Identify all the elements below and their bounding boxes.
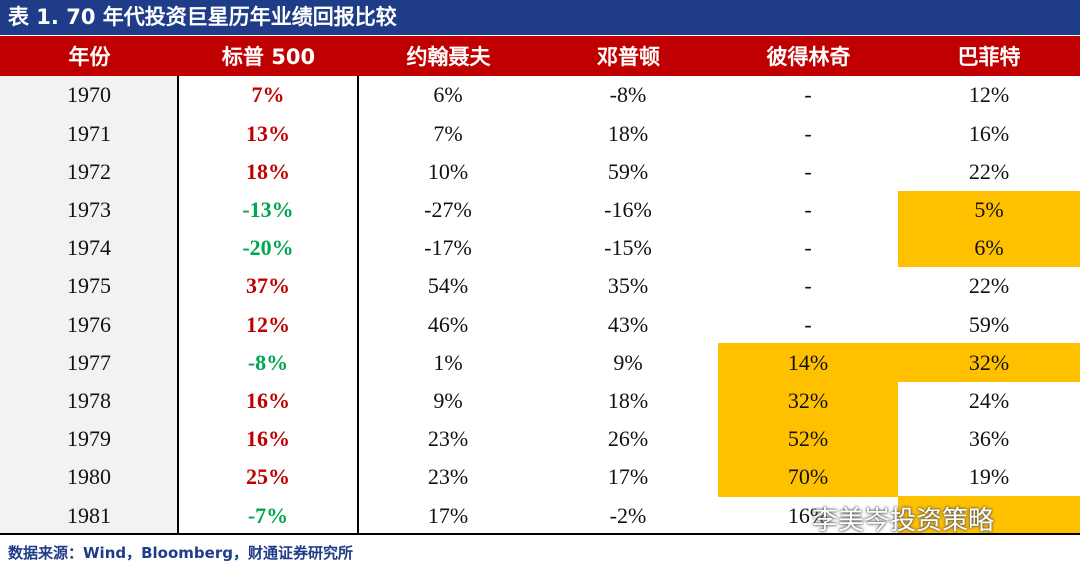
- header-cell: 标普 500: [178, 36, 359, 76]
- header-cell: 年份: [0, 36, 179, 76]
- year-cell: 1972: [0, 152, 178, 192]
- data-cell: -8%: [609, 82, 647, 108]
- data-cell: 9%: [613, 349, 643, 375]
- data-cell: 13%: [246, 120, 290, 146]
- data-cell: -13%: [242, 196, 294, 222]
- data-cell: 18%: [607, 120, 649, 146]
- data-cell: 59%: [607, 158, 649, 184]
- table-bottom-border: [0, 533, 1080, 535]
- header-cell: 巴菲特: [898, 36, 1080, 76]
- data-cell: 7%: [433, 120, 463, 146]
- data-cell: -20%: [242, 235, 294, 261]
- data-cell: 25%: [246, 464, 290, 490]
- data-cell: 22%: [968, 158, 1010, 184]
- data-cell: 16%: [968, 120, 1010, 146]
- source-note: 数据来源：Wind，Bloomberg，财通证券研究所: [8, 544, 353, 562]
- data-cell: -: [804, 196, 812, 222]
- data-cell: -: [804, 273, 812, 299]
- year-cell: 1974: [0, 228, 178, 268]
- year-cell: 1976: [0, 305, 178, 344]
- header-cell: 邓普顿: [538, 36, 719, 76]
- data-cell: 18%: [246, 158, 290, 184]
- year-cell: 1975: [0, 267, 178, 306]
- data-cell: 23%: [427, 426, 469, 452]
- data-cell: 19%: [968, 464, 1010, 490]
- year-cell: 1973: [0, 190, 178, 230]
- data-cell: 22%: [968, 273, 1010, 299]
- data-cell: 26%: [607, 426, 649, 452]
- data-cell: 32%: [898, 343, 1080, 383]
- data-cell: 24%: [968, 387, 1010, 413]
- data-cell: 54%: [427, 273, 469, 299]
- data-cell: -: [804, 82, 812, 108]
- data-cell: 9%: [433, 387, 463, 413]
- data-cell: 32%: [718, 381, 898, 421]
- data-cell: 17%: [607, 464, 649, 490]
- data-cell: 16%: [787, 502, 829, 528]
- data-cell: 7%: [251, 82, 285, 108]
- data-cell: [898, 496, 1080, 535]
- data-cell: -: [804, 120, 812, 146]
- year-cell: 1971: [0, 114, 178, 153]
- data-cell: 16%: [246, 387, 290, 413]
- data-cell: -: [804, 311, 812, 337]
- data-cell: -27%: [424, 196, 472, 222]
- column-divider: [357, 76, 359, 535]
- data-cell: -2%: [609, 502, 647, 528]
- data-cell: 36%: [968, 426, 1010, 452]
- year-cell: 1970: [0, 76, 178, 115]
- data-cell: 23%: [427, 464, 469, 490]
- data-cell: -: [804, 235, 812, 261]
- data-cell: 6%: [898, 228, 1080, 268]
- data-cell: -8%: [247, 349, 289, 375]
- data-cell: 18%: [607, 387, 649, 413]
- data-cell: 43%: [607, 311, 649, 337]
- data-cell: 6%: [433, 82, 463, 108]
- data-cell: 59%: [968, 311, 1010, 337]
- data-cell: 14%: [718, 343, 898, 383]
- year-cell: 1981: [0, 496, 178, 535]
- data-cell: 17%: [427, 502, 469, 528]
- data-cell: 10%: [427, 158, 469, 184]
- data-cell: 46%: [427, 311, 469, 337]
- data-cell: -15%: [604, 235, 652, 261]
- data-cell: 1%: [433, 349, 463, 375]
- header-cell: 彼得林奇: [718, 36, 899, 76]
- watermark: 李美岑投资策略: [812, 506, 995, 536]
- data-cell: 35%: [607, 273, 649, 299]
- data-cell: -16%: [604, 196, 652, 222]
- table-title: 表 1. 70 年代投资巨星历年业绩回报比较: [0, 0, 1080, 35]
- year-cell: 1977: [0, 343, 178, 383]
- data-cell: -7%: [247, 502, 289, 528]
- year-cell: 1979: [0, 419, 178, 459]
- data-cell: 52%: [718, 419, 898, 459]
- header-cell: 约翰聂夫: [358, 36, 539, 76]
- data-cell: -: [804, 158, 812, 184]
- data-cell: 37%: [246, 273, 290, 299]
- column-divider: [177, 76, 179, 535]
- data-cell: 16%: [246, 426, 290, 452]
- data-cell: 12%: [968, 82, 1010, 108]
- data-cell: 70%: [718, 458, 898, 497]
- data-cell: -17%: [424, 235, 472, 261]
- year-cell: 1980: [0, 458, 178, 497]
- data-cell: 5%: [898, 190, 1080, 230]
- data-cell: 12%: [246, 311, 290, 337]
- year-cell: 1978: [0, 381, 178, 421]
